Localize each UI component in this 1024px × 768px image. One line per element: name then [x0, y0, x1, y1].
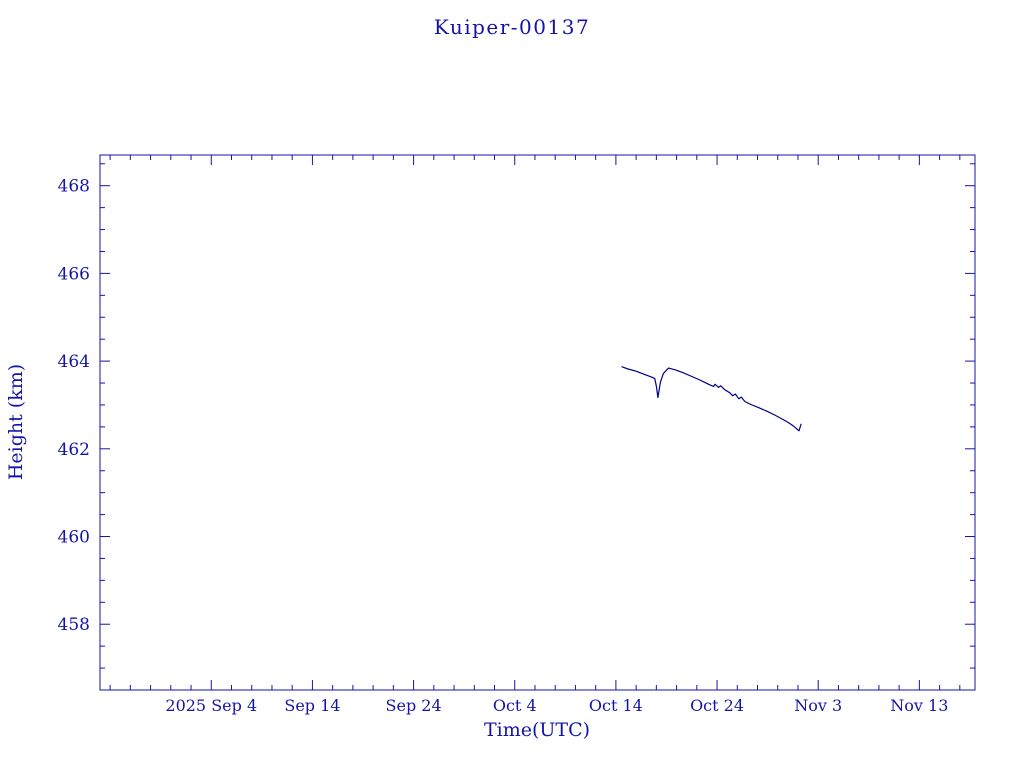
data-line: [621, 366, 802, 432]
x-tick-label: 2025 Sep 4: [165, 696, 257, 715]
y-tick-label: 462: [58, 440, 90, 460]
x-tick-label: Oct 14: [589, 696, 643, 715]
x-tick-label: Oct 4: [493, 696, 537, 715]
chart-title: Kuiper-00137: [434, 15, 590, 39]
x-tick-label: Oct 24: [690, 696, 744, 715]
x-tick-label: Nov 13: [890, 696, 948, 715]
x-axis-title: Time(UTC): [484, 719, 590, 741]
y-axis-title: Height (km): [5, 364, 27, 480]
x-tick-label: Nov 3: [794, 696, 842, 715]
y-tick-label: 458: [58, 615, 90, 635]
x-tick-label: Sep 24: [386, 696, 442, 715]
plot-box: [99, 154, 976, 691]
y-tick-label: 464: [58, 352, 90, 372]
y-tick-label: 466: [58, 264, 90, 284]
x-tick-label: Sep 14: [284, 696, 340, 715]
y-tick-label: 468: [58, 177, 90, 197]
y-tick-label: 460: [58, 528, 90, 548]
